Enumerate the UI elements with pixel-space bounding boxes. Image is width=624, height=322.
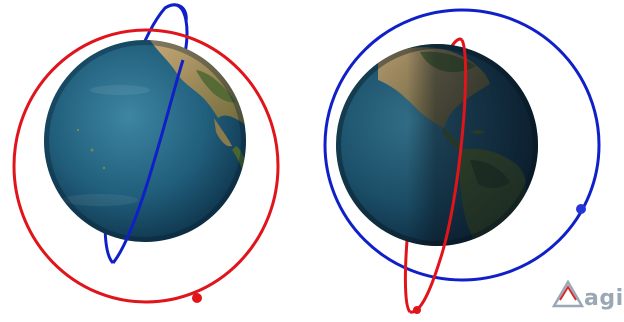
red-orbit — [12, 28, 280, 304]
red-satellite-icon — [413, 306, 421, 314]
view-americas — [323, 8, 601, 314]
blue-satellite-icon — [576, 204, 586, 214]
agi-logo-icon: agi — [551, 279, 624, 311]
blue-orbit — [323, 8, 601, 282]
blue-orbit-front — [111, 59, 185, 264]
view-pacific — [12, 3, 280, 304]
red-orbit-front — [409, 39, 468, 314]
logo-text: agi — [584, 286, 624, 311]
earth-globe-americas-icon — [336, 44, 538, 246]
red-satellite-icon — [192, 293, 202, 303]
earth-globe-pacific-icon — [44, 40, 246, 242]
blue-orbit-top — [164, 3, 188, 23]
